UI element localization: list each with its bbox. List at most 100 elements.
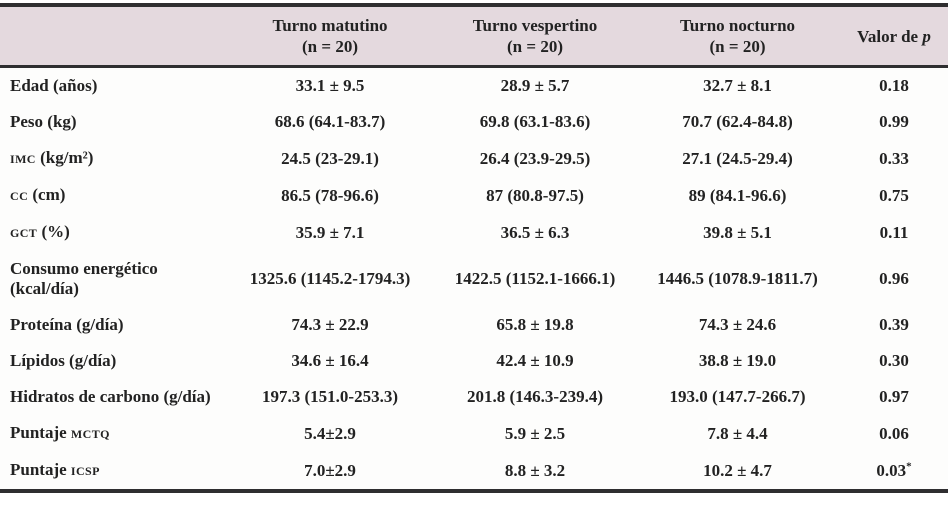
row-label: Peso (kg) [0, 104, 225, 140]
table-row: Hidratos de carbono (g/día) 197.3 (151.0-… [0, 379, 948, 415]
cell-value: 38.8 ± 19.0 [698, 351, 777, 370]
cell-value: 42.4 ± 10.9 [496, 351, 574, 370]
cell-value: 69.8 (63.1-83.6) [479, 112, 591, 131]
col-header-title: Turno vespertino [472, 16, 598, 35]
row-label: Puntaje ICSP [0, 452, 225, 491]
smallcaps-abbreviation: IMC [10, 152, 36, 166]
cell-value: 34.6 ± 16.4 [291, 351, 369, 370]
table-row: Proteína (g/día) 74.3 ± 22.9 65.8 ± 19.8 74… [0, 307, 948, 343]
cell-value: 24.5 (23-29.1) [281, 148, 379, 168]
label-text: Puntaje [10, 460, 71, 479]
label-text: Lípidos (g/día) [10, 351, 117, 370]
p-value: 0.39 [879, 315, 909, 334]
row-label: Consumo energético (kcal/día) [0, 251, 225, 307]
cell-value: 36.5 ± 6.3 [500, 222, 570, 242]
p-value: 0.96 [879, 269, 909, 288]
col-header-n: (n = 20) [302, 37, 358, 56]
col-header-turno-matutino: Turno matutino (n = 20) [225, 5, 435, 67]
table-row: Edad (años) 33.1 ± 9.5 28.9 ± 5.7 32.7 ± 8.… [0, 67, 948, 105]
smallcaps-abbreviation: GCT [10, 226, 38, 240]
p-value: 0.06 [879, 423, 909, 443]
header-row: Turno matutino (n = 20) Turno vespertino… [0, 5, 948, 67]
cell-value: 28.9 ± 5.7 [500, 76, 570, 95]
cell-value: 87 (80.8-97.5) [486, 185, 584, 205]
label-text: Edad (años) [10, 76, 98, 95]
cell-value: 7.0±2.9 [304, 460, 356, 480]
col-header-n: (n = 20) [709, 37, 766, 56]
label-text: Proteína (g/día) [10, 315, 124, 334]
smallcaps-abbreviation: CC [10, 189, 29, 203]
cell-value: 197.3 (151.0-253.3) [262, 387, 398, 406]
cell-value: 74.3 ± 22.9 [291, 315, 369, 334]
col-header-title: Turno nocturno [679, 16, 796, 35]
cell-value: 35.9 ± 7.1 [295, 222, 365, 242]
p-value: 0.97 [879, 387, 909, 406]
smallcaps-abbreviation: ICSP [70, 464, 100, 478]
table-row: Puntaje MCTQ 5.4±2.9 5.9 ± 2.5 7.8 ± 4.4 0.0… [0, 415, 948, 452]
p-value: 0.18 [879, 76, 909, 95]
cell-value: 74.3 ± 24.6 [698, 315, 777, 334]
row-label: Lípidos (g/día) [0, 343, 225, 379]
table-row: Peso (kg) 68.6 (64.1-83.7) 69.8 (63.1-83.6… [0, 104, 948, 140]
row-label: Edad (años) [0, 67, 225, 105]
cell-value: 7.8 ± 4.4 [707, 423, 768, 443]
row-label: Proteína (g/día) [0, 307, 225, 343]
cell-value: 33.1 ± 9.5 [295, 76, 365, 95]
p-header-italic-p: p [922, 26, 931, 46]
cell-value: 86.5 (78-96.6) [281, 185, 379, 205]
table-row: Puntaje ICSP 7.0±2.9 8.8 ± 3.2 10.2 ± 4.7 0.… [0, 452, 948, 491]
row-label: GCT (%) [0, 214, 225, 251]
table-body: Edad (años) 33.1 ± 9.5 28.9 ± 5.7 32.7 ± 8.… [0, 67, 948, 491]
p-value: 0.03* [876, 459, 912, 480]
row-label: IMC (kg/m²) [0, 140, 225, 177]
table-row: GCT (%) 35.9 ± 7.1 36.5 ± 6.3 39.8 ± 5.1 0.1… [0, 214, 948, 251]
col-header-n: (n = 20) [507, 37, 563, 56]
row-label: Puntaje MCTQ [0, 415, 225, 452]
p-value: 0.30 [879, 351, 909, 370]
col-header-turno-nocturno: Turno nocturno (n = 20) [635, 5, 840, 67]
table-row: Consumo energético (kcal/día) 1325.6 (114… [0, 251, 948, 307]
col-header-valor-de-p: Valor de p [840, 5, 948, 67]
cell-value: 26.4 (23.9-29.5) [479, 148, 591, 168]
cell-value: 5.9 ± 2.5 [504, 423, 566, 443]
label-text: Consumo energético (kcal/día) [10, 259, 158, 298]
cell-value: 65.8 ± 19.8 [496, 315, 574, 334]
p-value: 0.11 [879, 222, 909, 242]
cell-value: 1446.5 (1078.9-1811.7) [657, 269, 818, 288]
cell-value: 89 (84.1-96.6) [688, 185, 787, 205]
p-value: 0.33 [879, 148, 909, 168]
cell-value: 27.1 (24.5-29.4) [682, 148, 793, 168]
cell-value: 1422.5 (1152.1-1666.1) [454, 269, 616, 288]
cell-value: 68.6 (64.1-83.7) [274, 112, 386, 131]
cell-value: 32.7 ± 8.1 [703, 76, 772, 95]
cell-value: 8.8 ± 3.2 [504, 460, 566, 480]
cell-value: 1325.6 (1145.2-1794.3) [249, 269, 411, 288]
p-value: 0.75 [879, 185, 909, 205]
smallcaps-abbreviation: MCTQ [70, 427, 110, 441]
label-text: (%) [37, 222, 70, 241]
cell-value: 10.2 ± 4.7 [703, 460, 772, 480]
label-text: (cm) [28, 185, 66, 204]
p-value: 0.99 [879, 112, 909, 131]
label-text: Peso (kg) [10, 112, 77, 131]
cell-value: 201.8 (146.3-239.4) [467, 387, 603, 406]
cell-value: 70.7 (62.4-84.8) [682, 112, 793, 131]
cell-value: 39.8 ± 5.1 [703, 222, 772, 242]
label-text: (kg/m²) [35, 148, 94, 167]
table-row: Lípidos (g/día) 34.6 ± 16.4 42.4 ± 10.9 38.… [0, 343, 948, 379]
cell-value: 5.4±2.9 [304, 423, 356, 443]
empty-header-cell [0, 5, 225, 67]
significance-marker: * [906, 459, 912, 472]
table-row: IMC (kg/m²) 24.5 (23-29.1) 26.4 (23.9-29.5… [0, 140, 948, 177]
row-label: Hidratos de carbono (g/día) [0, 379, 225, 415]
label-text: Puntaje [10, 423, 71, 442]
cell-value: 193.0 (147.7-266.7) [669, 387, 806, 406]
row-label: CC (cm) [0, 177, 225, 214]
col-header-title: Turno matutino [272, 16, 388, 35]
p-header-text: Valor de [857, 26, 923, 46]
table-header: Turno matutino (n = 20) Turno vespertino… [0, 5, 948, 67]
study-comparison-table: Turno matutino (n = 20) Turno vespertino… [0, 3, 948, 493]
table-row: CC (cm) 86.5 (78-96.6) 87 (80.8-97.5) 89 (8… [0, 177, 948, 214]
label-text: Hidratos de carbono (g/día) [10, 387, 211, 406]
col-header-turno-vespertino: Turno vespertino (n = 20) [435, 5, 635, 67]
